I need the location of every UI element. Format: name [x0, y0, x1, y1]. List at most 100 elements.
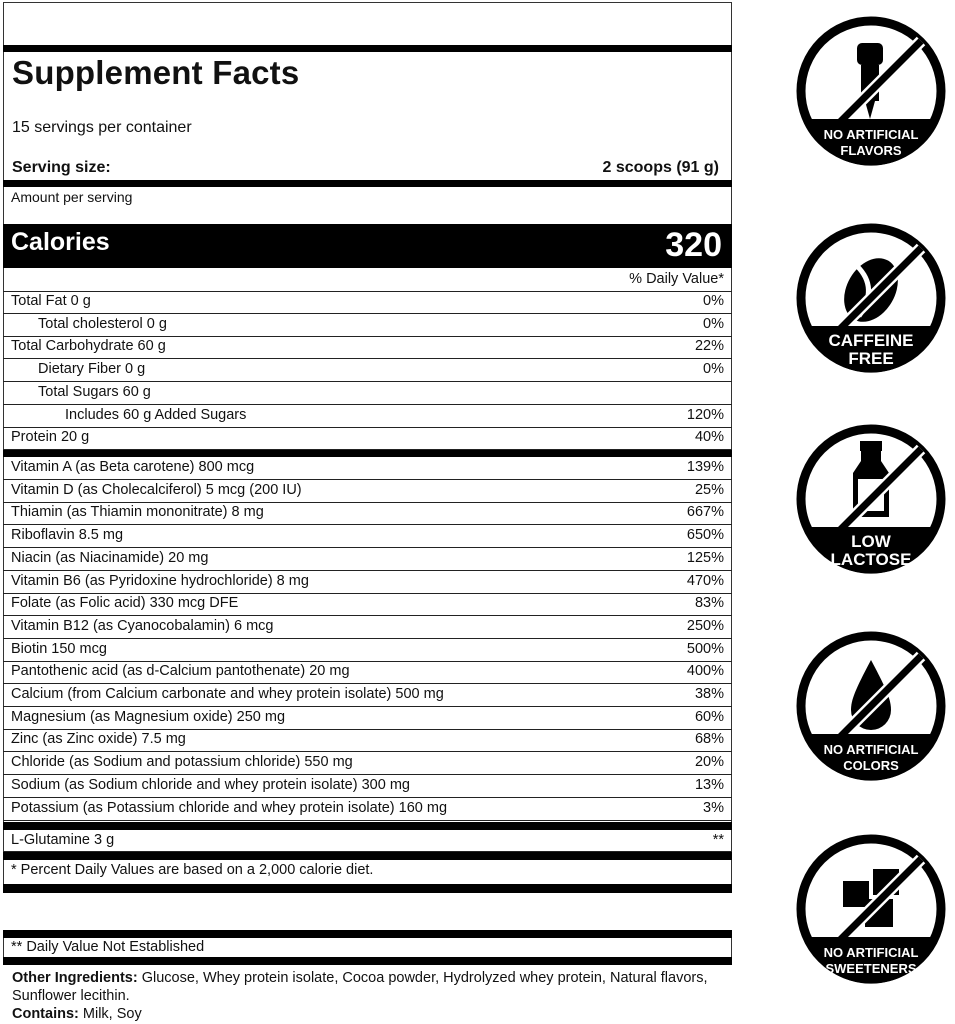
- contains: Contains: Milk, Soy: [12, 1006, 142, 1022]
- nutrient-row: Zinc (as Zinc oxide) 7.5 mg 68%: [3, 729, 732, 753]
- nutrient-row: Sodium (as Sodium chloride and whey prot…: [3, 775, 732, 798]
- contains-text: Milk, Soy: [78, 1006, 142, 1022]
- badge-line2: LACTOSE: [831, 550, 912, 569]
- nutrient-label: Includes 60 g Added Sugars: [65, 406, 247, 423]
- nutrient-dv: 20%: [694, 754, 724, 771]
- amount-per-serving: Amount per serving: [11, 189, 133, 205]
- nutrient-row: Vitamin A (as Beta carotene) 800 mcg 139%: [3, 457, 732, 480]
- badge-line1: LOW: [851, 532, 892, 551]
- badge-line1: NO ARTIFICIAL: [824, 945, 919, 960]
- nutrient-label: Vitamin A (as Beta carotene) 800 mcg: [11, 459, 255, 475]
- nutrient-row: Riboflavin 8.5 mg 650%: [3, 525, 732, 549]
- badge-line2: FREE: [848, 349, 893, 368]
- nutrient-label: Magnesium (as Magnesium oxide) 250 mg: [11, 708, 286, 725]
- badge-line1: NO ARTIFICIAL: [824, 742, 919, 757]
- contains-label: Contains:: [12, 1006, 79, 1022]
- nutrient-label: Niacin (as Niacinamide) 20 mg: [11, 549, 209, 566]
- nutrient-row: Dietary Fiber 0 g 0%: [3, 359, 732, 383]
- nutrient-label: Potassium (as Potassium chloride and whe…: [11, 799, 448, 816]
- nutrient-label: Riboflavin 8.5 mg: [11, 527, 124, 544]
- nutrient-row: Total Fat 0 g 0%: [3, 291, 732, 314]
- divider: [3, 930, 732, 938]
- divider: [3, 957, 732, 965]
- dv-header: % Daily Value*: [629, 271, 724, 287]
- milk-bottle-icon: LOW LACTOSE: [796, 424, 946, 574]
- nutrient-dv: 125%: [686, 549, 724, 566]
- nutrient-label: Protein 20 g: [11, 429, 90, 446]
- nutrient-dv: 13%: [694, 776, 724, 793]
- nutrient-label: Vitamin B12 (as Cyanocobalamin) 6 mcg: [11, 617, 274, 634]
- nutrient-row: Chloride (as Sodium and potassium chlori…: [3, 752, 732, 776]
- nutrient-row: Total cholesterol 0 g 0%: [3, 314, 732, 337]
- badge: NO ARTIFICIAL COLORS: [795, 630, 947, 782]
- nutrient-label: Total Fat 0 g: [11, 293, 91, 309]
- badge-line2: COLORS: [843, 758, 899, 773]
- nutrient-label: Total Sugars 60 g: [38, 383, 151, 400]
- nutrient-label: Total Carbohydrate 60 g: [11, 338, 166, 355]
- divider: [3, 180, 732, 187]
- dropper-icon: NO ARTIFICIAL FLAVORS: [796, 16, 946, 166]
- nutrient-dv: 38%: [694, 686, 724, 702]
- divider: [3, 822, 732, 830]
- nutrient-dv: 120%: [686, 406, 724, 423]
- nutrient-label: Vitamin B6 (as Pyridoxine hydrochloride)…: [11, 572, 309, 589]
- nutrient-dv: 500%: [686, 640, 724, 657]
- nutrient-row: Calcium (from Calcium carbonate and whey…: [3, 684, 732, 707]
- nutrient-row: Vitamin D (as Cholecalciferol) 5 mcg (20…: [3, 480, 732, 503]
- coffee-bean-icon: CAFFEINE FREE: [796, 223, 946, 373]
- footnote: * Percent Daily Values are based on a 2,…: [11, 862, 374, 878]
- nutrient-dv: 0%: [703, 315, 724, 332]
- page-title: Supplement Facts: [12, 54, 300, 91]
- badge: LOW LACTOSE: [795, 423, 947, 575]
- sugar-cubes-icon: NO ARTIFICIAL SWEETENERS: [796, 834, 946, 984]
- badge-line2: FLAVORS: [840, 143, 901, 158]
- nutrient-row: Biotin 150 mcg 500%: [3, 639, 732, 662]
- nutrient-label: Biotin 150 mcg: [11, 640, 107, 657]
- nutrient-dv: 68%: [694, 731, 724, 748]
- nutrient-row: Thiamin (as Thiamin mononitrate) 8 mg 667…: [3, 502, 732, 526]
- dv-header-row: % Daily Value*: [3, 268, 732, 292]
- nutrient-dv: 470%: [686, 572, 724, 589]
- nutrient-row: Total Sugars 60 g: [3, 382, 732, 405]
- badge-line2: SWEETENERS: [825, 961, 916, 976]
- nutrient-row: Pantothenic acid (as d-Calcium pantothen…: [3, 661, 732, 685]
- nutrient-label: Thiamin (as Thiamin mononitrate) 8 mg: [11, 504, 264, 521]
- nutrient-dv: 22%: [694, 338, 724, 355]
- nutrient-dv: 0%: [703, 293, 724, 309]
- nutrient-dv: 400%: [686, 663, 724, 680]
- divider: [3, 884, 732, 893]
- badge: CAFFEINE FREE: [795, 222, 947, 374]
- badge-line1: CAFFEINE: [829, 331, 914, 350]
- badge-line1: NO ARTIFICIAL: [824, 127, 919, 142]
- nutrient-row: Niacin (as Niacinamide) 20 mg 125%: [3, 548, 732, 571]
- nutrient-dv: 3%: [703, 799, 724, 816]
- other-ingredients: Other Ingredients: Glucose, Whey protein…: [12, 970, 708, 986]
- nutrient-label: Pantothenic acid (as d-Calcium pantothen…: [11, 663, 350, 680]
- nutrient-label: Folate (as Folic acid) 330 mcg DFE: [11, 595, 239, 612]
- servings-per-container: 15 servings per container: [12, 119, 192, 136]
- nutrient-dv: 25%: [694, 481, 724, 498]
- calories-bar: Calories 320: [3, 224, 732, 268]
- divider: [3, 45, 732, 52]
- nutrient-label: Zinc (as Zinc oxide) 7.5 mg: [11, 731, 186, 748]
- dv-not-established: ** Daily Value Not Established: [11, 939, 205, 955]
- nutrient-row: Includes 60 g Added Sugars 120%: [3, 405, 732, 428]
- other-ingredients-text: Glucose, Whey protein isolate, Cocoa pow…: [137, 970, 708, 986]
- nutrient-dv: 667%: [686, 504, 724, 521]
- nutrient-dv: 60%: [694, 708, 724, 725]
- nutrient-dv: 83%: [694, 595, 724, 612]
- nutrient-dv: **: [712, 832, 724, 848]
- serving-size-label: Serving size:: [12, 159, 111, 176]
- nutrient-label: Vitamin D (as Cholecalciferol) 5 mcg (20…: [11, 481, 302, 498]
- nutrient-dv: 250%: [686, 617, 724, 634]
- nutrient-dv: 139%: [686, 459, 724, 475]
- calories-label: Calories: [11, 228, 110, 256]
- nutrient-label: Dietary Fiber 0 g: [38, 361, 146, 378]
- nutrient-label: Calcium (from Calcium carbonate and whey…: [11, 686, 444, 702]
- serving-size-value: 2 scoops (91 g): [602, 159, 719, 176]
- other-ingredients-cont: Sunflower lecithin.: [12, 988, 130, 1004]
- nutrient-row: Vitamin B12 (as Cyanocobalamin) 6 mcg 250…: [3, 616, 732, 639]
- nutrient-label: Sodium (as Sodium chloride and whey prot…: [11, 776, 410, 793]
- glutamine-row: L-Glutamine 3 g **: [3, 830, 732, 852]
- nutrient-dv: 650%: [686, 527, 724, 544]
